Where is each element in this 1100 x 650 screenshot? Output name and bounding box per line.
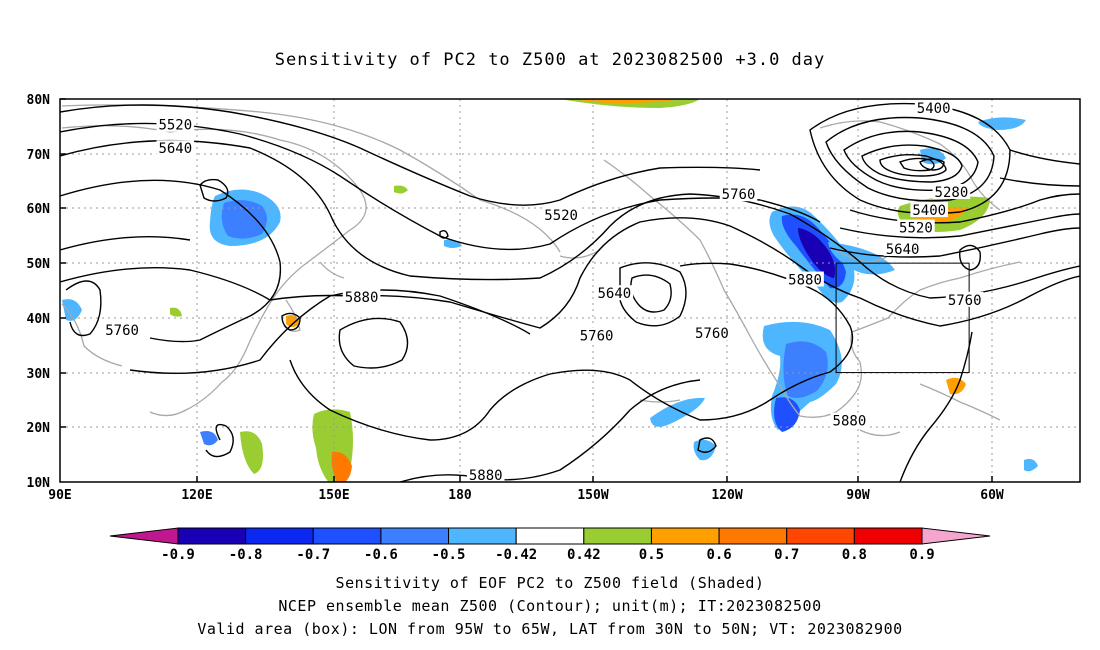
latitude-labels: 80N 70N 60N 50N 40N 30N 20N 10N (27, 93, 51, 491)
contour-label-bg (719, 186, 758, 202)
axis-ticks (60, 98, 993, 482)
lon-label: 90E (48, 488, 71, 503)
lon-label: 90W (846, 488, 870, 503)
colorbar-label: -0.5 (432, 547, 466, 563)
colorbar-label: -0.42 (495, 547, 537, 563)
contour-label: 5760 (105, 323, 139, 339)
contour-label: 5400 (917, 101, 951, 117)
colorbar-low-end (109, 527, 179, 545)
contour-label-bg (595, 285, 634, 301)
colorbar: -0.9 -0.8 -0.7 -0.6 -0.5 -0.42 0.42 0.5 0.6 0.7 0.… (109, 527, 991, 563)
lat-label: 10N (27, 476, 51, 491)
lon-label: 150E (318, 488, 349, 503)
contour-label: 5760 (722, 187, 756, 203)
lat-label: 80N (27, 93, 51, 108)
contour-label-bg (910, 202, 949, 218)
colorbar-label: -0.7 (296, 547, 330, 563)
contour-label-bg (103, 321, 141, 337)
lat-label: 70N (27, 148, 51, 163)
contour-label: 5640 (886, 242, 920, 258)
colorbar-label: 0.5 (639, 547, 664, 563)
grid (60, 99, 1080, 482)
contour-label: 5880 (788, 273, 822, 289)
colorbar-cell (853, 527, 923, 545)
footer-line-2: NCEP ensemble mean Z500 (Contour); unit(… (278, 597, 822, 615)
colorbar-cell (718, 527, 788, 545)
contour-label: 5880 (833, 414, 867, 430)
colorbar-cell (786, 527, 855, 545)
map-frame (59, 98, 1081, 483)
contour-label: 5520 (158, 118, 192, 134)
lat-label: 50N (27, 257, 51, 272)
sensitivity-map: 5520 5640 5760 5880 5880 5520 5640 5760 5760 5760… (27, 93, 1081, 563)
contour-label-bg (542, 206, 580, 222)
colorbar-label: 0.6 (706, 547, 731, 563)
map-title: Sensitivity of PC2 to Z500 at 2023082500… (274, 50, 826, 70)
colorbar-label: 0.8 (842, 547, 867, 563)
contour-label: 5520 (899, 221, 933, 237)
colorbar-cell (448, 527, 517, 545)
lon-label: 180 (448, 488, 472, 503)
colorbar-cell (380, 527, 450, 545)
contour-label: 5520 (544, 208, 578, 224)
contour-label-bg (932, 184, 971, 200)
longitude-labels: 90E 120E 150E 180 150W 120W 90W 60W (48, 488, 1004, 503)
contour-label: 5400 (912, 203, 946, 219)
contour-label-bg (577, 327, 616, 343)
lon-label: 120W (711, 488, 742, 503)
colorbar-label: -0.8 (229, 547, 263, 563)
contour-label: 5280 (935, 185, 969, 201)
contour-label-bg (156, 116, 195, 132)
contour-label-bg (693, 325, 731, 341)
colorbar-cells (177, 527, 923, 545)
contour-label-bg (466, 466, 505, 482)
colorbar-cell (245, 527, 314, 545)
footer-line-3: Valid area (box): LON from 95W to 65W, L… (197, 620, 903, 638)
colorbar-label: -0.6 (364, 547, 398, 563)
colorbar-cell (515, 527, 585, 545)
contour-label-bg (156, 140, 195, 156)
lon-label: 120E (181, 488, 212, 503)
lat-label: 30N (27, 367, 51, 382)
contour-label: 5760 (695, 326, 729, 342)
lon-label: 150W (577, 488, 608, 503)
colorbar-cell (583, 527, 652, 545)
contour-label: 5880 (345, 290, 379, 306)
colorbar-label: 0.42 (567, 547, 601, 563)
contour-label-bg (830, 412, 869, 428)
shaded-sensitivity (62, 99, 1038, 482)
contour-label-bg (945, 291, 984, 307)
colorbar-cell (650, 527, 720, 545)
contour-label-bg (786, 271, 824, 287)
lat-label: 40N (27, 312, 51, 327)
colorbar-label: -0.9 (161, 547, 195, 563)
footer-line-1: Sensitivity of EOF PC2 to Z500 field (Sh… (335, 574, 765, 592)
lat-label: 20N (27, 421, 51, 436)
contour-label: 5880 (469, 468, 503, 484)
lon-label: 60W (980, 488, 1004, 503)
lat-label: 60N (27, 202, 51, 217)
contour-label-bg (914, 99, 953, 115)
colorbar-labels: -0.9 -0.8 -0.7 -0.6 -0.5 -0.42 0.42 0.5 0.6 0.7 0.… (161, 547, 935, 563)
contour-label: 5640 (597, 286, 631, 302)
contour-label-bg (897, 219, 935, 235)
contour-label: 5760 (580, 328, 614, 344)
contour-label-bg (342, 289, 381, 305)
colorbar-cell (177, 527, 247, 545)
valid-area-box (835, 262, 970, 374)
colorbar-label: 0.9 (909, 547, 934, 563)
colorbar-cell (312, 527, 382, 545)
contour-label: 5640 (158, 141, 192, 157)
contour-labels: 5520 5640 5760 5880 5880 5520 5640 5760 5760 5760… (103, 99, 984, 484)
colorbar-label: 0.7 (774, 547, 799, 563)
contour-label-bg (883, 240, 922, 256)
colorbar-high-end (921, 527, 991, 545)
contour-label: 5760 (948, 293, 982, 309)
